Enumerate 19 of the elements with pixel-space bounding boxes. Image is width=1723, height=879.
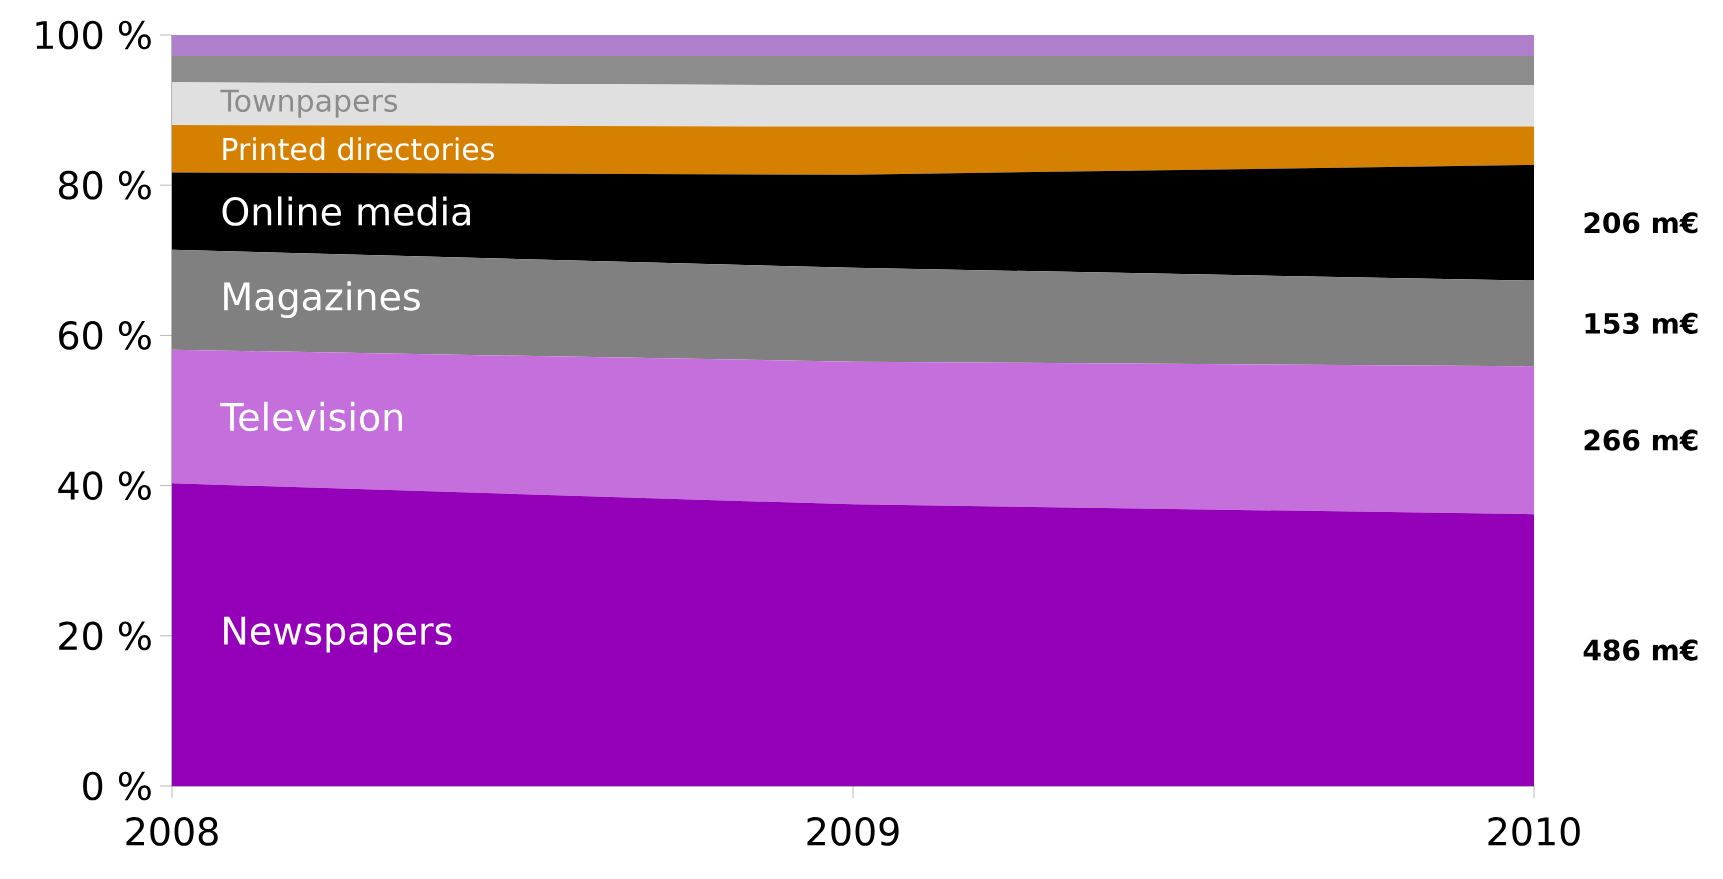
series-label: Townpapers (220, 89, 397, 118)
y-tick-label: 20 % (59, 621, 151, 651)
y-tick-label: 80 % (59, 170, 151, 200)
y-tick-label: 40 % (58, 471, 151, 500)
series-label: Magazines (224, 281, 420, 319)
text: 486 m€ (1583, 639, 1698, 661)
y-tick-label: 100 % (36, 20, 151, 50)
x-tick-label: 2009 (807, 817, 899, 846)
series-label: Television (220, 401, 403, 432)
series-label: Online media (222, 196, 470, 226)
series-label: Printed directories (223, 137, 494, 161)
x-tick-label: 2010 (1488, 817, 1580, 846)
x-tick-label: 2008 (126, 817, 218, 846)
text: 266 m€ (1584, 429, 1698, 451)
y-tick-label: 60 % (59, 321, 151, 350)
text: 206 m€ (1584, 212, 1698, 234)
text: 153 m€ (1585, 312, 1698, 334)
series-label: Newspapers (224, 616, 452, 653)
y-tick-label: 0 % (83, 771, 151, 801)
